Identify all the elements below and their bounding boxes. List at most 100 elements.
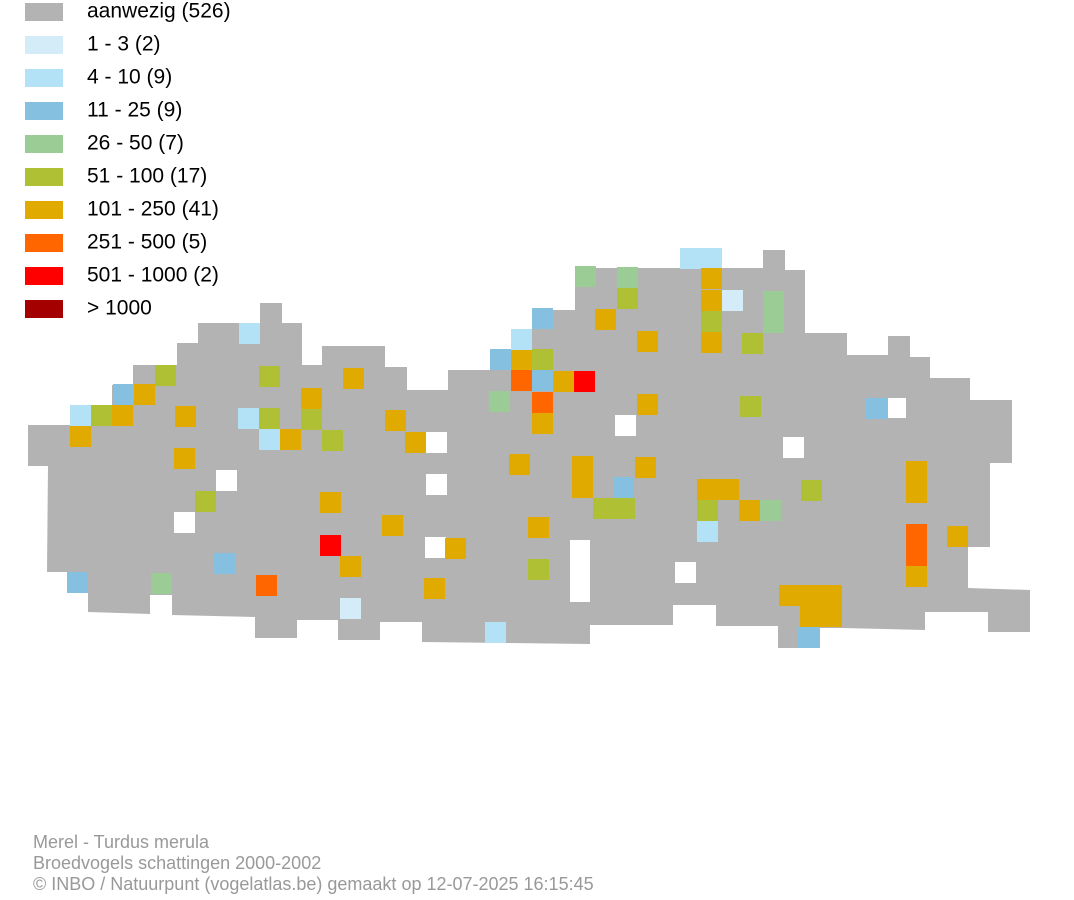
grid-cell xyxy=(509,454,530,475)
grid-cell xyxy=(701,248,722,269)
grid-cell xyxy=(739,500,760,521)
grid-cell xyxy=(382,515,403,536)
grid-cell xyxy=(256,575,277,596)
legend-swatch xyxy=(25,3,63,21)
grid-cell xyxy=(718,479,739,500)
grid-cell xyxy=(320,492,341,513)
grid-cell xyxy=(701,332,722,353)
grid-cell xyxy=(800,585,821,606)
grid-cell xyxy=(821,585,842,606)
grid-cell xyxy=(680,248,701,269)
grid-cell xyxy=(385,410,406,431)
legend-label: 101 - 250 (41) xyxy=(87,198,219,221)
cells xyxy=(67,248,968,648)
legend-label: 4 - 10 (9) xyxy=(87,66,172,89)
footer-line: Broedvogels schattingen 2000-2002 xyxy=(33,853,321,873)
grid-cell xyxy=(575,266,596,287)
grid-cell xyxy=(174,448,195,469)
grid-cell xyxy=(760,500,781,521)
grid-cell xyxy=(343,368,364,389)
grid-cell xyxy=(763,312,784,333)
grid-cell xyxy=(424,578,445,599)
grid-cell xyxy=(489,391,510,412)
grid-cell xyxy=(906,566,927,587)
legend-swatch xyxy=(25,168,63,186)
legend-label: 1 - 3 (2) xyxy=(87,33,161,56)
legend-swatch xyxy=(25,300,63,318)
grid-cell xyxy=(635,457,656,478)
grid-cell xyxy=(798,627,819,648)
grid-cell xyxy=(280,429,301,450)
legend-swatch xyxy=(25,69,63,87)
grid-cell xyxy=(722,290,743,311)
grid-cell xyxy=(322,430,343,451)
grid-cell xyxy=(320,535,341,556)
grid-cell xyxy=(906,482,927,503)
grid-cell xyxy=(113,384,134,405)
legend-swatch xyxy=(25,267,63,285)
grid-cell xyxy=(528,559,549,580)
grid-cell xyxy=(637,394,658,415)
grid-cell xyxy=(175,406,196,427)
legend-swatch xyxy=(25,102,63,120)
grid-cell xyxy=(821,606,842,627)
legend-swatch xyxy=(25,36,63,54)
grid-cell xyxy=(195,491,216,512)
legend-label: 251 - 500 (5) xyxy=(87,231,207,254)
grid-cell xyxy=(637,331,658,352)
grid-cell xyxy=(763,291,784,312)
grid-cell xyxy=(593,498,614,519)
grid-cell xyxy=(490,349,511,370)
grid-cell xyxy=(906,545,927,566)
grid-cell xyxy=(701,311,722,332)
grid-cell xyxy=(697,479,718,500)
grid-cell xyxy=(617,267,638,288)
footer-line: Merel - Turdus merula xyxy=(33,832,210,852)
grid-cell xyxy=(701,268,722,289)
legend: aanwezig (526) 1 - 3 (2) 4 - 10 (9) 11 - 25… xyxy=(25,0,231,320)
grid-cell xyxy=(67,572,88,593)
legend-swatch xyxy=(25,234,63,252)
grid-cell xyxy=(617,288,638,309)
grid-cell xyxy=(155,365,176,386)
legend-label: 11 - 25 (9) xyxy=(87,99,182,122)
grid-cell xyxy=(740,396,761,417)
grid-cell xyxy=(532,370,553,391)
grid-cell xyxy=(800,606,821,627)
grid-cell xyxy=(532,392,553,413)
grid-cell xyxy=(532,308,553,329)
grid-cell xyxy=(134,384,155,405)
grid-cell xyxy=(742,333,763,354)
grid-cell xyxy=(511,329,532,350)
grid-cell xyxy=(91,405,112,426)
legend-label: 51 - 100 (17) xyxy=(87,165,207,188)
grid-cell xyxy=(574,371,595,392)
region-shape xyxy=(28,250,1030,648)
holes xyxy=(174,398,906,602)
grid-cell xyxy=(301,409,322,430)
grid-cell xyxy=(614,498,635,519)
grid-cell xyxy=(532,349,553,370)
legend-label: 26 - 50 (7) xyxy=(87,132,184,155)
grid-cell xyxy=(340,598,361,619)
grid-cell xyxy=(595,309,616,330)
grid-cell xyxy=(779,585,800,606)
grid-cell xyxy=(511,350,532,371)
grid-cell xyxy=(239,323,260,344)
footer-line: © INBO / Natuurpunt (vogelatlas.be) gema… xyxy=(33,874,594,894)
legend-label: > 1000 xyxy=(87,297,152,320)
grid-cell xyxy=(259,429,280,450)
grid-cell xyxy=(697,521,718,542)
grid-cell xyxy=(405,432,426,453)
grid-cell xyxy=(340,556,361,577)
grid-cell xyxy=(511,370,532,391)
grid-cell xyxy=(701,290,722,311)
grid-cell xyxy=(445,538,466,559)
grid-cell xyxy=(151,573,172,594)
grid-cell xyxy=(485,622,506,643)
grid-cell xyxy=(70,405,91,426)
legend-label: 501 - 1000 (2) xyxy=(87,264,219,287)
grid-cell xyxy=(906,524,927,545)
legend-label: aanwezig (526) xyxy=(87,0,231,23)
